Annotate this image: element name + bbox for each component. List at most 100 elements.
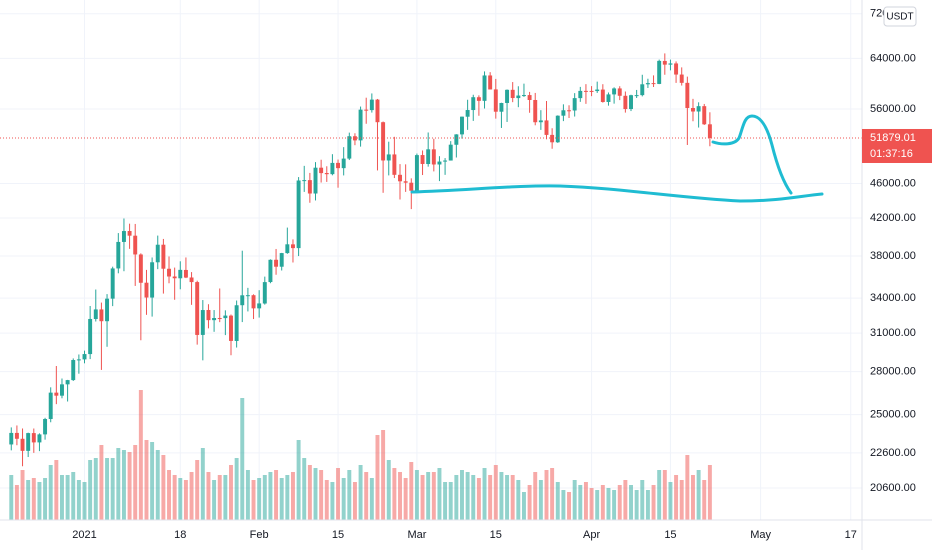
volume-bar (640, 480, 645, 520)
currency-label: USDT (886, 12, 913, 23)
volume-bar (144, 440, 149, 520)
volume-bar (364, 472, 369, 520)
candle-body (409, 182, 414, 191)
candle-body (629, 95, 633, 110)
volume-bar (268, 472, 273, 520)
volume-bar (702, 480, 707, 520)
volume-bar (217, 475, 222, 520)
volume-bar (488, 475, 493, 520)
candle-body (364, 109, 369, 111)
y-tick-label: 38000.00 (870, 250, 916, 262)
currency-badge[interactable] (883, 6, 917, 27)
volume-bar (37, 482, 42, 520)
candle-body (262, 282, 267, 304)
candle-body (431, 149, 436, 165)
candle-body (206, 309, 211, 321)
volume-bar (347, 470, 352, 520)
volume-bar (471, 475, 476, 520)
volume-bar (71, 472, 76, 520)
volume-bar (465, 472, 470, 520)
volume-bar (279, 478, 284, 520)
volume-bar (110, 458, 115, 520)
volume-bar (629, 485, 633, 520)
volume-bar (319, 470, 324, 520)
volume-bar (707, 465, 712, 520)
volume-bar (595, 490, 600, 520)
candle-body (505, 89, 510, 103)
candle-body (105, 298, 110, 322)
volume-bar (662, 470, 667, 520)
volume-bar (386, 460, 391, 520)
candle-body (476, 97, 481, 101)
y-tick-label: 20600.00 (870, 482, 916, 494)
candle-body (662, 60, 667, 65)
volume-bar (657, 470, 662, 520)
candle-body (454, 134, 459, 145)
volume-bar (172, 475, 177, 520)
volume-bar (324, 480, 329, 520)
volume-bar (358, 465, 363, 520)
candle-body (691, 108, 695, 112)
candle-body (336, 162, 341, 169)
candle-body (347, 136, 352, 159)
candle-body (612, 88, 617, 95)
volume-bar (600, 485, 605, 520)
candle-body (679, 74, 684, 83)
volume-bar (617, 485, 622, 520)
candle-body (358, 109, 363, 141)
x-tick-label: 15 (332, 529, 344, 541)
volume-bar (606, 488, 611, 520)
volume-bar (634, 490, 639, 520)
volume-bar (369, 478, 374, 520)
volume-bar (313, 468, 318, 520)
volume-bar (679, 480, 684, 520)
volume-bar (448, 482, 453, 520)
candle-body (555, 115, 560, 143)
volume-bar (240, 398, 245, 520)
candle-body (521, 95, 526, 97)
last-price-label: 51879.01 (870, 132, 916, 144)
volume-bar (538, 480, 543, 520)
volume-bar (381, 430, 386, 520)
candle-body (229, 315, 233, 341)
volume-bar (161, 455, 166, 520)
candle-body (617, 88, 622, 96)
volume-bar (183, 480, 188, 520)
volume-bar (691, 475, 695, 520)
volume-bar (14, 485, 19, 520)
volume-bar (550, 468, 555, 520)
volume-layer (9, 390, 712, 520)
candle-body (93, 309, 98, 319)
volume-bar (178, 478, 183, 520)
candle-body (133, 235, 138, 255)
volume-bar (290, 472, 295, 520)
candle-body (150, 262, 155, 298)
candle-body (369, 99, 374, 111)
candle-body (71, 360, 76, 381)
candle-body (212, 318, 217, 321)
volume-bar (54, 460, 59, 520)
volume-bar (206, 472, 211, 520)
volume-bar (99, 445, 104, 520)
candle-body (465, 110, 470, 117)
volume-bar (257, 478, 262, 520)
volume-bar (251, 480, 256, 520)
support-drawing (410, 184, 824, 203)
candle-body (651, 83, 656, 85)
y-tick-label: 46000.00 (870, 177, 916, 189)
candle-body (251, 295, 256, 309)
y-tick-label: 34000.00 (870, 292, 916, 304)
candle-body (640, 84, 645, 96)
candle-body (437, 161, 442, 165)
candle-body (110, 268, 115, 299)
candle-body (561, 110, 566, 116)
x-tick-label: 17 (845, 529, 857, 541)
candle-body (527, 95, 532, 100)
candle-layer (0, 53, 862, 467)
volume-bar (105, 458, 110, 520)
volume-bar (65, 475, 70, 520)
grid (0, 0, 862, 520)
candle-body (375, 99, 380, 123)
candle-body (43, 419, 48, 435)
